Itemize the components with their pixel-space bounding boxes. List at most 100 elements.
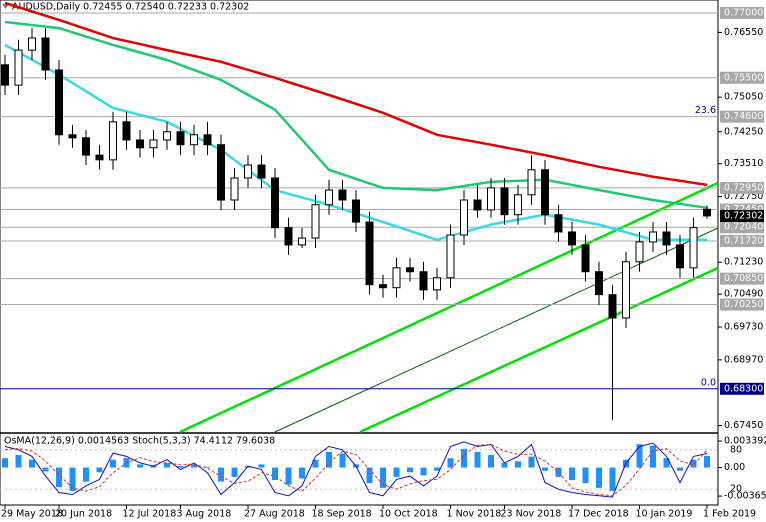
candle-body bbox=[649, 231, 657, 243]
fib-label: 23.6 bbox=[695, 105, 716, 116]
candle-body bbox=[109, 121, 117, 161]
candle-body bbox=[163, 131, 171, 141]
moving-average bbox=[4, 1, 708, 187]
candle-body bbox=[433, 277, 441, 291]
candle-body bbox=[595, 271, 603, 296]
level-label: 0.75500 bbox=[724, 72, 763, 83]
candle-body bbox=[419, 271, 428, 291]
candle-body bbox=[82, 137, 90, 156]
stoch-line bbox=[4, 441, 708, 498]
osma-bar bbox=[515, 461, 521, 468]
osma-bar bbox=[704, 455, 710, 468]
candle-body bbox=[365, 221, 374, 286]
x-tick-label: 1 Feb 2019 bbox=[703, 509, 756, 520]
level-label-box bbox=[720, 272, 764, 285]
osma-bar bbox=[393, 467, 400, 477]
osma-bar bbox=[366, 467, 373, 484]
osma-bar bbox=[218, 467, 224, 482]
candle-body bbox=[608, 294, 617, 319]
osma-bar bbox=[555, 467, 562, 477]
osma-bar bbox=[15, 455, 22, 468]
osma-bar bbox=[474, 451, 481, 468]
candle-body bbox=[352, 199, 360, 223]
osma-bar bbox=[204, 466, 211, 468]
osma-bar bbox=[2, 458, 8, 468]
candle-body bbox=[28, 37, 36, 51]
level-label-box bbox=[720, 298, 764, 311]
osma-bar bbox=[420, 467, 427, 476]
x-tick-label: 12 Jul 2018 bbox=[123, 509, 177, 520]
y-tick-label: 0.69730 bbox=[724, 322, 763, 333]
candle-body bbox=[406, 267, 414, 273]
level-label-box bbox=[720, 221, 764, 234]
level-label-box bbox=[720, 71, 764, 84]
x-tick-label: 17 Dec 2018 bbox=[568, 509, 629, 520]
osma-bar bbox=[231, 467, 238, 477]
osma-bar bbox=[407, 467, 413, 473]
osma-bar bbox=[56, 467, 62, 488]
candle-body bbox=[68, 134, 77, 139]
candle-body bbox=[527, 169, 536, 196]
level-label-box bbox=[720, 382, 764, 395]
indicator-title: OsMA(12,26,9) 0.0014563 Stoch(5,3,3) 74.… bbox=[4, 436, 275, 447]
osma-bar bbox=[29, 459, 35, 468]
osma-bar bbox=[110, 459, 116, 468]
stoch-line bbox=[4, 443, 708, 497]
y-tick-label: 0.71230 bbox=[724, 257, 763, 268]
candle-body bbox=[311, 204, 320, 239]
osma-bar bbox=[596, 467, 602, 488]
level-label: 0.68300 bbox=[724, 383, 763, 394]
osma-bar bbox=[96, 467, 103, 473]
channel-upper-line bbox=[179, 181, 719, 434]
level-label-box bbox=[720, 235, 764, 248]
osma-bar bbox=[434, 467, 440, 471]
x-tick-label: 3 Aug 2018 bbox=[177, 509, 232, 520]
candle-body bbox=[392, 267, 401, 289]
candle-body bbox=[325, 189, 333, 206]
candle-body bbox=[473, 199, 482, 211]
candle-body bbox=[203, 134, 212, 146]
candle-body bbox=[622, 261, 630, 319]
level-label: 0.74600 bbox=[724, 111, 763, 122]
candle-body bbox=[541, 169, 549, 216]
candle-body bbox=[217, 144, 225, 201]
y-tick-label: 0.73510 bbox=[724, 158, 763, 169]
candle-body bbox=[176, 131, 185, 146]
x-tick-label: 27 Aug 2018 bbox=[244, 509, 305, 520]
candle-body bbox=[379, 284, 387, 289]
candle-body bbox=[41, 37, 50, 71]
osma-bar bbox=[488, 455, 494, 468]
channel-middle-line bbox=[274, 227, 719, 433]
osma-bar bbox=[636, 444, 643, 468]
stoch-tick-label: 20 bbox=[730, 484, 742, 495]
y-tick-label: -0.003656 bbox=[724, 491, 766, 502]
osma-bar bbox=[137, 464, 143, 468]
osma-bar bbox=[447, 458, 454, 468]
x-tick-label: 23 Nov 2018 bbox=[501, 509, 562, 520]
osma-bar bbox=[285, 467, 292, 485]
candle-body bbox=[676, 244, 684, 269]
osma-bar bbox=[83, 467, 89, 482]
osma-bar bbox=[677, 467, 683, 471]
y-tick-label: 0.72750 bbox=[724, 191, 763, 202]
candle-body bbox=[581, 244, 590, 273]
osma-bar bbox=[258, 464, 265, 468]
candle-body bbox=[487, 187, 495, 211]
osma-bar bbox=[164, 462, 170, 468]
last-price-label: 0.72302 bbox=[724, 210, 763, 221]
level-label: 0.72950 bbox=[724, 182, 763, 193]
y-tick-label: 0.75050 bbox=[724, 92, 763, 103]
osma-bar bbox=[528, 456, 535, 468]
level-label-box bbox=[720, 110, 764, 123]
candle-body bbox=[230, 177, 239, 201]
osma-bar bbox=[326, 451, 332, 468]
y-tick-label: 0.74250 bbox=[724, 126, 763, 137]
moving-average bbox=[4, 20, 708, 210]
osma-bar bbox=[582, 467, 589, 484]
osma-bar bbox=[177, 465, 184, 468]
stoch-tick-label: 80 bbox=[730, 444, 742, 455]
candle-body bbox=[284, 227, 293, 246]
candle-body bbox=[635, 241, 644, 263]
fib-label: 0.0 bbox=[701, 377, 716, 388]
candle-body bbox=[568, 231, 576, 246]
